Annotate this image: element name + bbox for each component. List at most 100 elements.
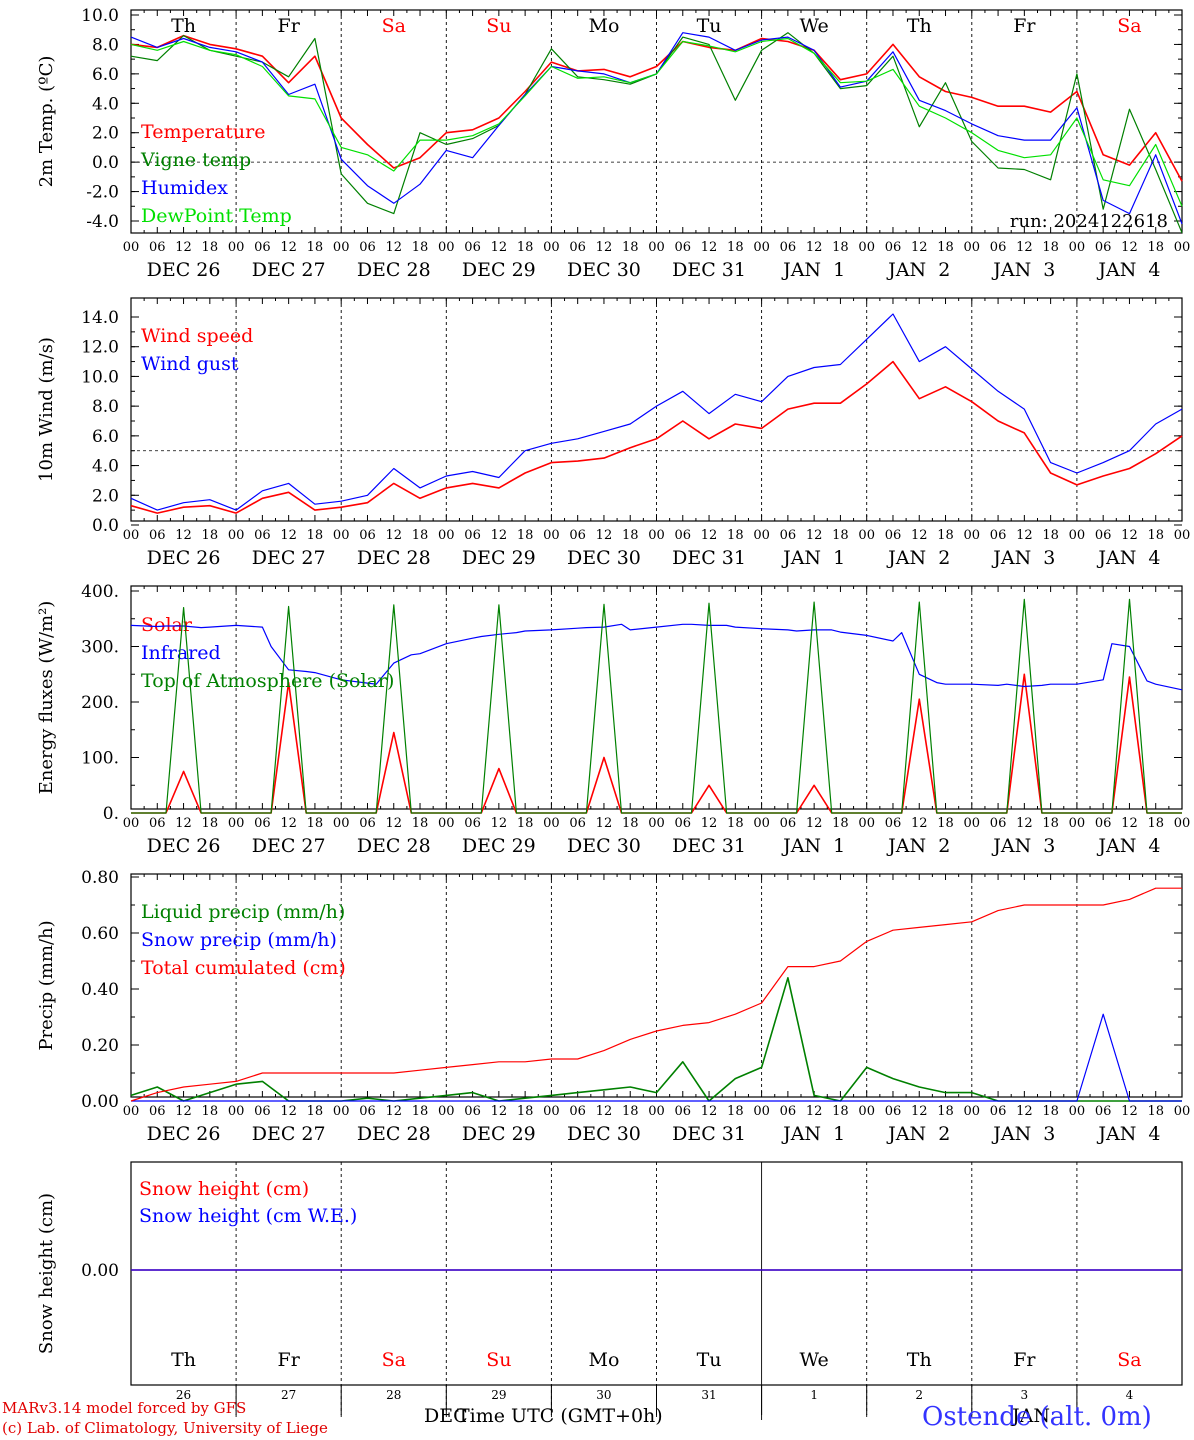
x-tick-label: 06	[464, 240, 481, 255]
x-tick-label: 00	[1069, 1104, 1086, 1119]
x-tick-label: 06	[569, 1104, 586, 1119]
x-tick-label: 00	[1069, 528, 1086, 543]
x-tick-label: 12	[280, 240, 297, 255]
date-label: JAN 2	[886, 1123, 950, 1145]
day-number-label: 3	[1021, 1388, 1029, 1402]
panel-1: 00 06 12 18 00 06 12 18 00 06 12 18 00 06 12 18 00 06 12 18…	[36, 6, 1190, 281]
x-tick-label: 00	[648, 1104, 665, 1119]
series-line-4-2	[131, 1013, 1182, 1102]
weekday-label: Fr	[1013, 15, 1036, 37]
y-tick-label: 300.	[81, 638, 119, 658]
x-tick-label: 18	[832, 1104, 849, 1119]
x-tick-label: 18	[517, 816, 534, 831]
date-label: DEC 31	[672, 547, 746, 569]
date-label: DEC 28	[357, 547, 431, 569]
series-line-1-4	[130, 37, 1183, 207]
x-tick-label: 18	[727, 528, 744, 543]
date-label: DEC 31	[672, 1123, 746, 1145]
weekday-label: Sa	[1117, 1349, 1141, 1371]
x-tick-label: 06	[780, 528, 797, 543]
date-label: JAN 4	[1096, 835, 1160, 857]
x-tick-label: 18	[727, 1104, 744, 1119]
day-number-label: 29	[491, 1388, 506, 1402]
x-tick-label: 18	[517, 240, 534, 255]
x-tick-label: 12	[596, 528, 613, 543]
x-tick-label: 06	[675, 240, 692, 255]
x-tick-label: 06	[359, 528, 376, 543]
footer-credit-2: (c) Lab. of Climatology, University of L…	[2, 1419, 328, 1437]
x-tick-label: 12	[806, 240, 823, 255]
x-tick-label: 18	[937, 1104, 954, 1119]
legend-entry: Wind speed	[141, 325, 253, 347]
legend-entry: Total cumulated (cm)	[141, 957, 346, 979]
x-tick-label: 06	[149, 816, 166, 831]
x-tick-label: 06	[569, 816, 586, 831]
day-number-label: 30	[596, 1388, 611, 1402]
date-label: JAN 1	[781, 547, 845, 569]
x-tick-label: 12	[596, 240, 613, 255]
x-tick-label: 00	[753, 528, 770, 543]
x-tick-label: 12	[280, 1104, 297, 1119]
y-tick-label: 0.0	[92, 516, 119, 536]
day-number-label: 27	[281, 1388, 296, 1402]
x-tick-label: 06	[149, 240, 166, 255]
y-axis-label: Snow height (cm)	[36, 1193, 57, 1354]
y-tick-label: 0.0	[92, 153, 119, 173]
series-line-2-1	[130, 360, 1183, 514]
x-tick-label: 12	[280, 528, 297, 543]
x-tick-label: 00	[123, 528, 140, 543]
date-label: JAN 2	[886, 259, 950, 281]
x-tick-label: 18	[832, 528, 849, 543]
date-label: JAN 2	[886, 835, 950, 857]
date-label: JAN 1	[781, 259, 845, 281]
x-tick-label: 00	[858, 1104, 875, 1119]
weekday-label: We	[800, 15, 829, 37]
day-number-label: 26	[176, 1388, 191, 1402]
date-label: DEC 29	[462, 259, 536, 281]
date-label: DEC 29	[462, 547, 536, 569]
x-tick-label: 00	[228, 528, 245, 543]
x-tick-label: 00	[333, 816, 350, 831]
x-tick-label: 00	[543, 816, 560, 831]
weekday-label: Th	[171, 1349, 196, 1371]
x-tick-label: 12	[596, 816, 613, 831]
y-tick-label: 0.80	[81, 868, 119, 888]
x-tick-label: 06	[359, 240, 376, 255]
x-tick-label: 06	[464, 816, 481, 831]
y-tick-label: 0.40	[81, 980, 119, 1000]
month-right-label: JAN	[1012, 1405, 1050, 1427]
date-label: JAN 4	[1096, 259, 1160, 281]
x-tick-label: 18	[1042, 1104, 1059, 1119]
date-label: DEC 30	[567, 1123, 641, 1145]
x-tick-label: 00	[648, 816, 665, 831]
series-line-3-3	[131, 598, 1182, 814]
x-tick-label: 18	[937, 528, 954, 543]
x-tick-label: 12	[701, 1104, 718, 1119]
y-tick-label: 0.	[103, 804, 119, 824]
x-tick-label: 06	[149, 528, 166, 543]
x-tick-label: 00	[438, 240, 455, 255]
x-tick-label: 12	[1016, 528, 1033, 543]
x-tick-label: 06	[990, 528, 1007, 543]
y-tick-label: 8.0	[92, 397, 119, 417]
y-tick-label: 10.0	[81, 6, 119, 26]
day-number-label: 4	[1126, 1388, 1134, 1402]
legend-entry: Snow height (cm)	[139, 1178, 309, 1200]
plot-frame	[130, 9, 1183, 234]
footer-credit-1: MARv3.14 model forced by GFS	[2, 1399, 247, 1417]
x-tick-label: 18	[1147, 240, 1164, 255]
x-tick-label: 06	[149, 1104, 166, 1119]
date-label: JAN 4	[1096, 1123, 1160, 1145]
x-tick-label: 18	[937, 240, 954, 255]
y-tick-label: 6.0	[92, 65, 119, 85]
x-tick-label: 00	[228, 1104, 245, 1119]
x-tick-label: 12	[596, 1104, 613, 1119]
date-label: JAN 1	[781, 1123, 845, 1145]
x-tick-label: 12	[911, 1104, 928, 1119]
date-label: DEC 28	[357, 259, 431, 281]
x-tick-label: 00	[753, 1104, 770, 1119]
y-tick-label: 200.	[81, 693, 119, 713]
panel-5: 0.00 Snow height (cm) Snow height (cm) Snow…	[36, 1161, 1183, 1420]
y-tick-label: 6.0	[92, 427, 119, 447]
x-tick-label: 12	[1121, 240, 1138, 255]
